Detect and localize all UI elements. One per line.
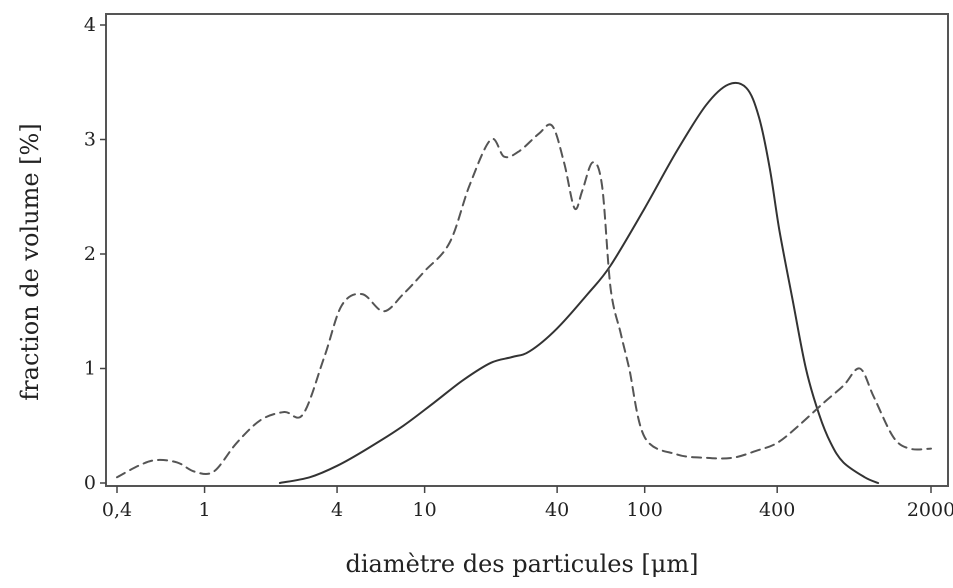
plot-border	[105, 13, 949, 487]
x-tick-label: 10	[413, 499, 437, 521]
y-tick-label: 0	[84, 472, 96, 494]
x-tick-label: 1	[199, 499, 211, 521]
plot-frame	[105, 13, 949, 487]
x-axis-ticks: 0,4 1 4 10 40 100 400 2000	[102, 486, 953, 521]
x-tick-label: 40	[545, 499, 569, 521]
x-axis-title: diamètre des particules [μm]	[345, 550, 698, 578]
x-tick-label: 0,4	[102, 499, 132, 521]
series-dashed-line	[116, 123, 932, 479]
y-tick-label: 1	[84, 358, 96, 380]
series-solid-line	[278, 81, 880, 484]
y-tick-label: 2	[84, 243, 96, 265]
x-tick-label: 400	[759, 499, 795, 521]
y-axis-ticks: 0 1 2 3 4	[84, 14, 106, 494]
y-tick-label: 4	[84, 14, 96, 36]
x-tick-label: 4	[331, 499, 343, 521]
x-tick-label: 100	[627, 499, 663, 521]
y-axis-title: fraction de volume [%]	[16, 123, 44, 400]
x-tick-label: 2000	[907, 499, 953, 521]
series-layer	[116, 81, 932, 484]
y-tick-label: 3	[84, 129, 96, 151]
